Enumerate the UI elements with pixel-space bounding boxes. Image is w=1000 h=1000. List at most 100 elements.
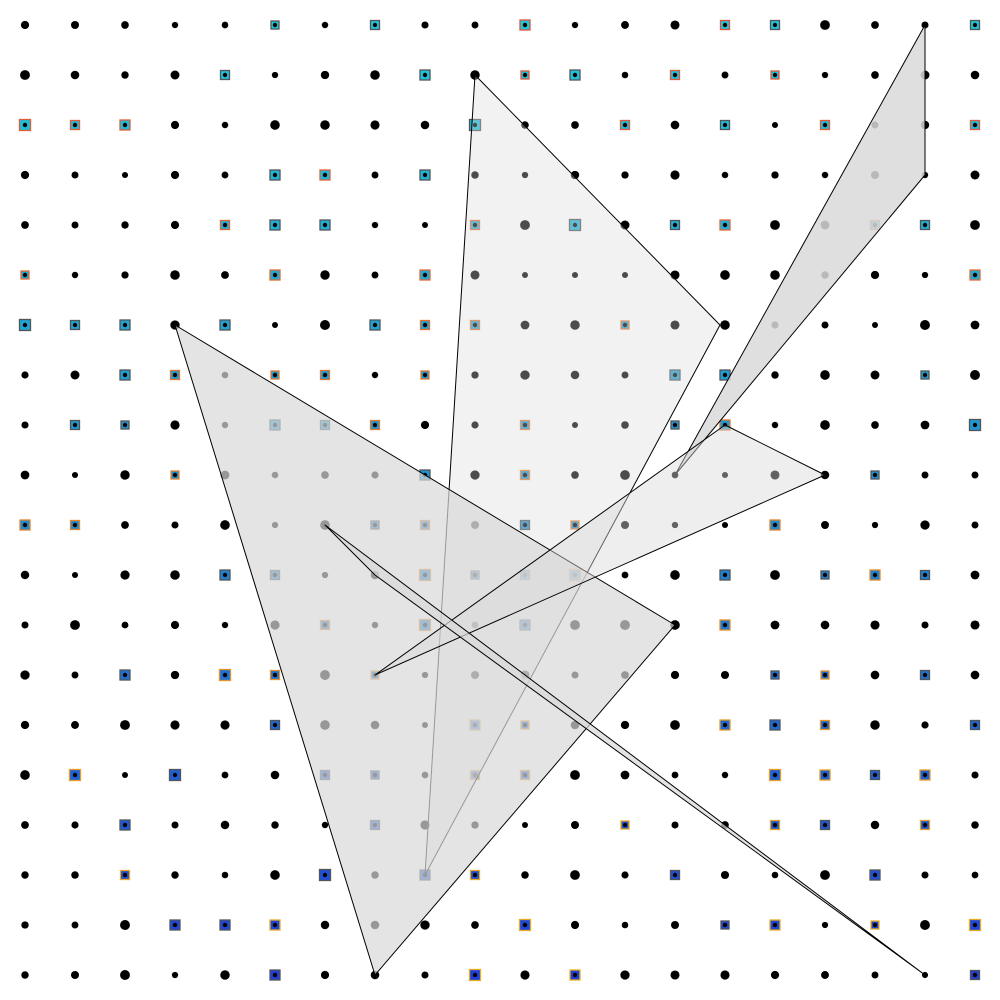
grid-marker <box>871 21 879 29</box>
polygon-long-sliver <box>324 524 926 976</box>
grid-marker <box>520 70 530 80</box>
grid-marker <box>369 419 381 431</box>
grid-marker <box>719 219 731 231</box>
grid-marker <box>220 520 230 530</box>
grid-marker <box>420 420 430 430</box>
grid-marker <box>571 121 579 129</box>
grid-marker <box>21 971 29 979</box>
grid-marker <box>769 719 781 731</box>
grid-marker <box>620 820 630 830</box>
grid-marker <box>170 670 180 680</box>
grid-marker <box>519 419 531 431</box>
grid-marker <box>819 119 831 131</box>
grid-marker <box>120 720 130 730</box>
grid-marker <box>720 270 730 280</box>
grid-marker <box>569 69 581 81</box>
grid-marker <box>871 521 879 529</box>
grid-marker <box>770 970 780 980</box>
grid-marker <box>820 570 830 580</box>
grid-marker <box>720 670 730 680</box>
grid-marker <box>221 621 229 629</box>
grid-marker <box>821 171 829 179</box>
grid-marker <box>320 270 330 280</box>
grid-marker <box>121 271 129 279</box>
grid-marker <box>620 720 630 730</box>
grid-marker <box>570 920 580 930</box>
grid-marker <box>619 119 631 131</box>
grid-marker <box>371 221 379 229</box>
grid-marker <box>919 819 931 831</box>
grid-marker <box>20 670 30 680</box>
grid-marker <box>419 319 431 331</box>
grid-marker <box>219 69 231 81</box>
grid-marker <box>120 920 130 930</box>
grid-marker <box>20 20 30 30</box>
grid-marker <box>871 421 879 429</box>
grid-marker <box>870 720 880 730</box>
grid-marker <box>70 970 80 980</box>
grid-marker <box>870 470 880 480</box>
grid-marker <box>221 171 229 179</box>
grid-marker <box>20 270 30 280</box>
grid-marker <box>570 520 580 530</box>
grid-marker <box>721 471 729 479</box>
grid-marker <box>470 270 480 280</box>
grid-marker <box>771 121 779 129</box>
grid-marker <box>570 770 580 780</box>
grid-marker <box>521 871 529 879</box>
grid-marker <box>971 821 979 829</box>
grid-marker <box>970 170 980 180</box>
grid-marker <box>120 470 130 480</box>
grid-marker <box>671 821 679 829</box>
grid-marker <box>320 920 330 930</box>
grid-marker <box>369 319 381 331</box>
grid-marker <box>771 421 779 429</box>
grid-marker <box>969 719 981 731</box>
grid-marker <box>269 219 281 231</box>
grid-marker <box>921 471 929 479</box>
grid-marker <box>919 669 931 681</box>
grid-marker <box>621 21 629 29</box>
grid-marker <box>171 971 179 979</box>
grid-marker <box>121 21 129 29</box>
grid-marker <box>920 320 930 330</box>
grid-marker <box>770 470 780 480</box>
grid-marker <box>369 19 381 31</box>
grid-marker <box>71 271 79 279</box>
grid-marker <box>870 670 880 680</box>
grid-marker <box>870 620 880 630</box>
grid-marker <box>920 920 930 930</box>
grid-marker <box>20 470 30 480</box>
grid-marker <box>18 318 32 332</box>
grid-marker <box>621 871 629 879</box>
grid-marker <box>71 721 79 729</box>
grid-marker <box>320 320 330 330</box>
grid-marker <box>119 119 131 131</box>
polygon-mid-chevron <box>374 424 826 676</box>
grid-marker <box>870 920 880 930</box>
grid-marker <box>471 421 479 429</box>
grid-marker <box>821 321 829 329</box>
grid-marker <box>21 871 29 879</box>
grid-marker <box>468 968 482 982</box>
grid-marker <box>969 19 981 31</box>
grid-marker <box>721 521 729 529</box>
grid-marker <box>969 119 981 131</box>
grid-marker <box>471 21 479 29</box>
grid-marker <box>170 270 180 280</box>
grid-marker <box>521 121 529 129</box>
grid-marker <box>971 871 979 879</box>
grid-marker <box>670 720 680 730</box>
grid-marker <box>68 768 82 782</box>
grid-marker <box>168 768 182 782</box>
grid-marker <box>370 120 380 130</box>
polygon-big-triangle <box>174 324 676 976</box>
grid-marker <box>871 321 879 329</box>
grid-marker <box>920 420 930 430</box>
grid-marker <box>421 21 429 29</box>
grid-marker <box>469 219 481 231</box>
grid-marker <box>821 971 829 979</box>
grid-marker <box>421 971 429 979</box>
grid-marker <box>970 320 980 330</box>
grid-marker <box>721 771 729 779</box>
